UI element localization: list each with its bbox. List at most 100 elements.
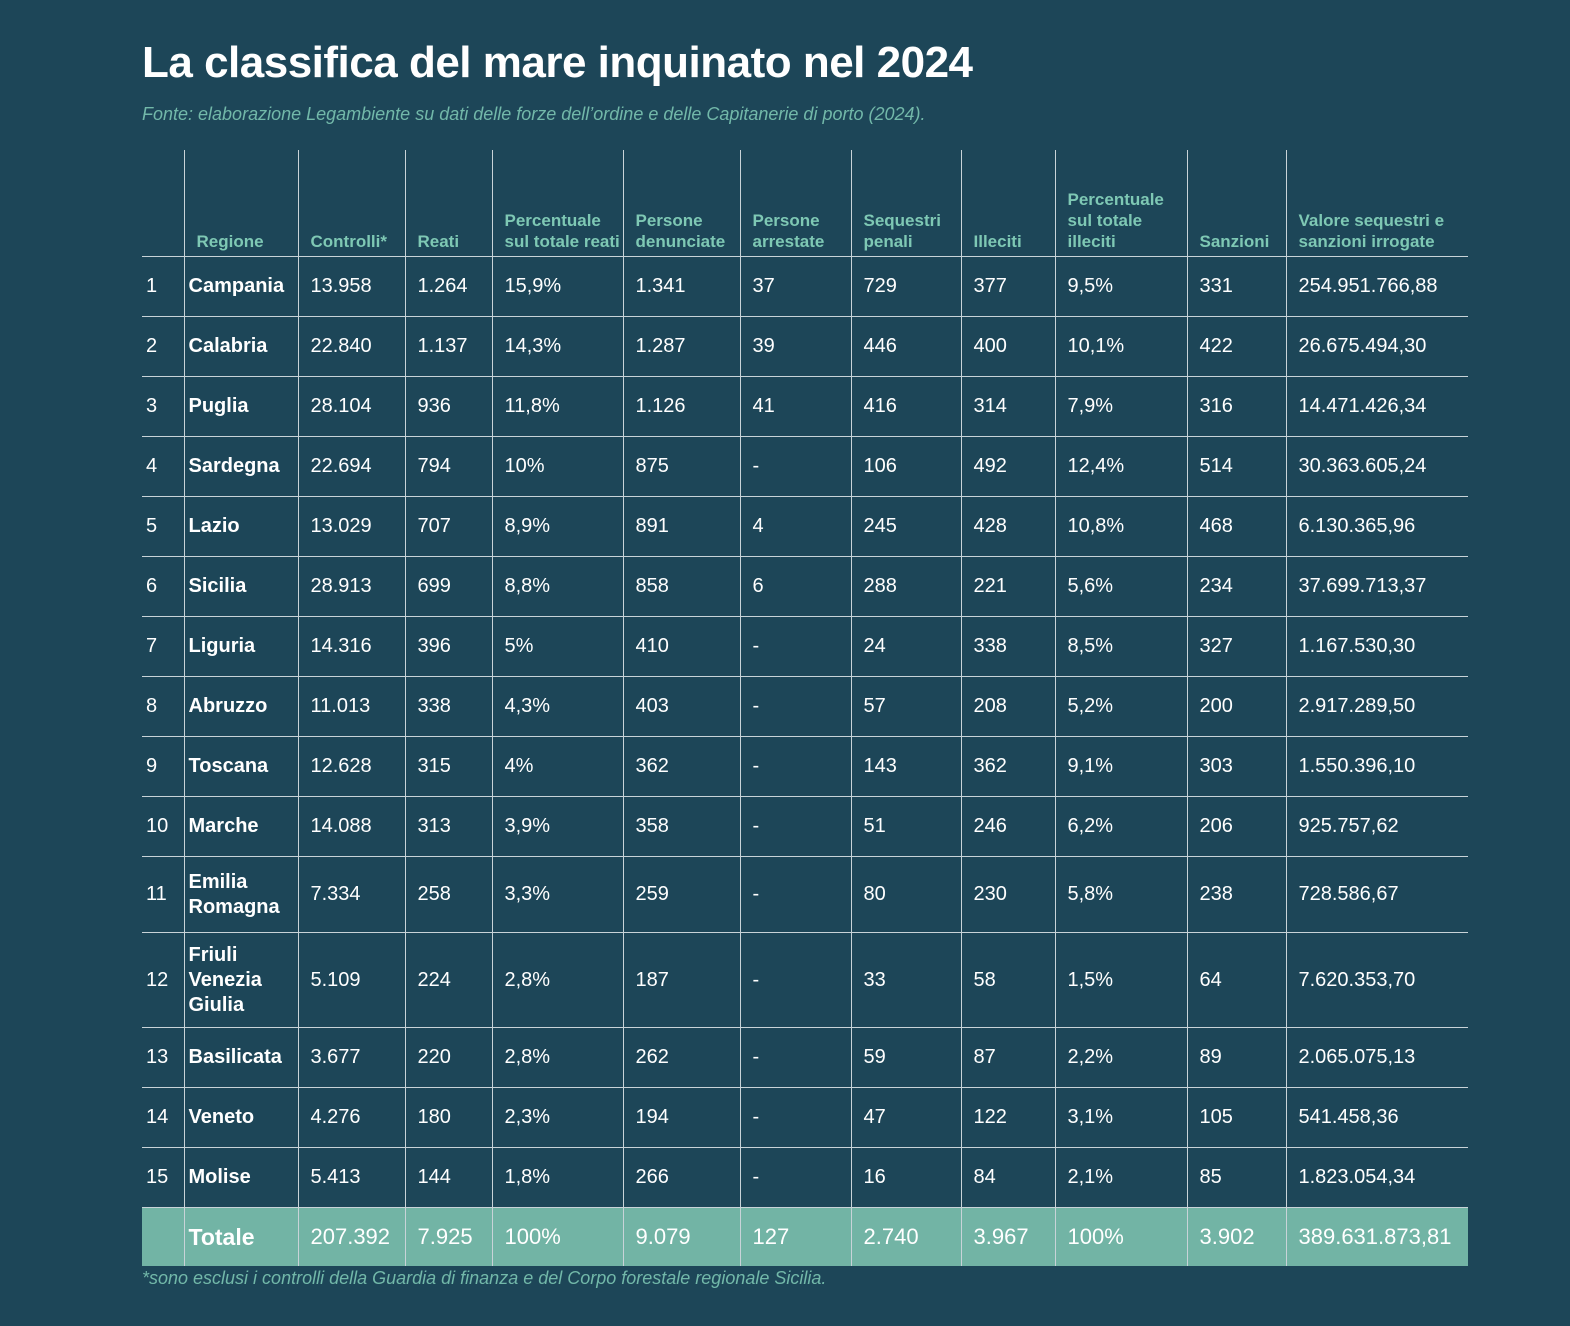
value-cell: 37 bbox=[739, 256, 851, 317]
column-header: Persone arrestate bbox=[739, 150, 851, 257]
value-cell: 14.088 bbox=[297, 796, 405, 857]
value-cell: 1.167.530,30 bbox=[1285, 616, 1468, 677]
value-cell: 9,1% bbox=[1054, 736, 1187, 797]
value-cell: 39 bbox=[739, 316, 851, 377]
table-row: 13 Basilicata 3.677 220 2,8% 262-59 87 2,2% 89 2.… bbox=[142, 1027, 1468, 1088]
value-cell: 313 bbox=[404, 796, 492, 857]
value-cell: 234 bbox=[1186, 556, 1286, 617]
value-cell: 238 bbox=[1186, 856, 1286, 933]
value-cell: 206 bbox=[1186, 796, 1286, 857]
value-cell: 80 bbox=[850, 856, 961, 933]
total-cell: 100% bbox=[1054, 1207, 1187, 1266]
value-cell: 5.413 bbox=[297, 1147, 405, 1208]
value-cell: 6,2% bbox=[1054, 796, 1187, 857]
value-cell: 13.029 bbox=[297, 496, 405, 557]
value-cell: 315 bbox=[404, 736, 492, 797]
table-row: 11 Emilia Romagna 7.334 258 3,3% 259-80 230 5,8… bbox=[142, 856, 1468, 933]
value-cell: 377 bbox=[960, 256, 1055, 317]
column-header: Percentuale sul totale illeciti bbox=[1054, 150, 1187, 257]
value-cell: 22.694 bbox=[297, 436, 405, 497]
value-cell: 1.341 bbox=[622, 256, 740, 317]
value-cell: - bbox=[739, 1147, 851, 1208]
rank-cell: 2 bbox=[142, 316, 184, 377]
value-cell: 2,1% bbox=[1054, 1147, 1187, 1208]
region-cell: Veneto bbox=[183, 1087, 298, 1148]
value-cell: 220 bbox=[404, 1027, 492, 1088]
rank-cell: 9 bbox=[142, 736, 184, 797]
value-cell: 13.958 bbox=[297, 256, 405, 317]
value-cell: 47 bbox=[850, 1087, 961, 1148]
value-cell: 258 bbox=[404, 856, 492, 933]
value-cell: 7.334 bbox=[297, 856, 405, 933]
region-cell: Campania bbox=[183, 256, 298, 317]
value-cell: 729 bbox=[850, 256, 961, 317]
value-cell: 105 bbox=[1186, 1087, 1286, 1148]
value-cell: - bbox=[739, 1087, 851, 1148]
value-cell: 8,8% bbox=[491, 556, 623, 617]
value-cell: 87 bbox=[960, 1027, 1055, 1088]
table-row: 9 Toscana 12.628 315 4% 362-143 362 9,1% 303 1.55… bbox=[142, 736, 1468, 797]
value-cell: 14,3% bbox=[491, 316, 623, 377]
value-cell: 33 bbox=[850, 932, 961, 1028]
value-cell: 400 bbox=[960, 316, 1055, 377]
value-cell: 221 bbox=[960, 556, 1055, 617]
value-cell: 707 bbox=[404, 496, 492, 557]
value-cell: 4 bbox=[739, 496, 851, 557]
value-cell: 858 bbox=[622, 556, 740, 617]
value-cell: - bbox=[739, 676, 851, 737]
table-row: 12 Friuli Venezia Giulia 5.109 224 2,8% 187-3… bbox=[142, 932, 1468, 1028]
value-cell: 358 bbox=[622, 796, 740, 857]
total-cell: 2.740 bbox=[850, 1207, 961, 1266]
rank-cell: 12 bbox=[142, 932, 184, 1028]
value-cell: - bbox=[739, 736, 851, 797]
region-cell: Marche bbox=[183, 796, 298, 857]
rank-cell: 10 bbox=[142, 796, 184, 857]
region-cell: Puglia bbox=[183, 376, 298, 437]
rank-cell: 1 bbox=[142, 256, 184, 317]
value-cell: 12,4% bbox=[1054, 436, 1187, 497]
value-cell: - bbox=[739, 1027, 851, 1088]
value-cell: 10% bbox=[491, 436, 623, 497]
value-cell: 84 bbox=[960, 1147, 1055, 1208]
value-cell: 37.699.713,37 bbox=[1285, 556, 1468, 617]
value-cell: 41 bbox=[739, 376, 851, 437]
value-cell: 728.586,67 bbox=[1285, 856, 1468, 933]
table-row: 15 Molise 5.413 144 1,8% 266-16 84 2,1% 85 1.823.… bbox=[142, 1147, 1468, 1208]
value-cell: 2,8% bbox=[491, 1027, 623, 1088]
value-cell: 7,9% bbox=[1054, 376, 1187, 437]
total-cell: 100% bbox=[491, 1207, 623, 1266]
region-cell: Basilicata bbox=[183, 1027, 298, 1088]
value-cell: 403 bbox=[622, 676, 740, 737]
table-header-row: Regione Controlli* Reati Percentuale sul to… bbox=[142, 150, 1468, 257]
region-cell: Lazio bbox=[183, 496, 298, 557]
value-cell: 122 bbox=[960, 1087, 1055, 1148]
value-cell: 794 bbox=[404, 436, 492, 497]
page-title: La classifica del mare inquinato nel 202… bbox=[142, 38, 973, 87]
value-cell: 416 bbox=[850, 376, 961, 437]
value-cell: 8,9% bbox=[491, 496, 623, 557]
value-cell: 180 bbox=[404, 1087, 492, 1148]
value-cell: 24 bbox=[850, 616, 961, 677]
value-cell: 9,5% bbox=[1054, 256, 1187, 317]
value-cell: - bbox=[739, 932, 851, 1028]
column-header: Valore sequestri e sanzioni irrogate bbox=[1285, 150, 1468, 257]
value-cell: 5.109 bbox=[297, 932, 405, 1028]
rank-cell: 3 bbox=[142, 376, 184, 437]
value-cell: 1.550.396,10 bbox=[1285, 736, 1468, 797]
value-cell: 10,1% bbox=[1054, 316, 1187, 377]
total-cell: 207.392 bbox=[297, 1207, 405, 1266]
value-cell: 85 bbox=[1186, 1147, 1286, 1208]
total-cell: 389.631.873,81 bbox=[1285, 1207, 1468, 1266]
footnote: *sono esclusi i controlli della Guardia … bbox=[142, 1268, 827, 1288]
region-cell: Sicilia bbox=[183, 556, 298, 617]
total-cell: 3.967 bbox=[960, 1207, 1055, 1266]
column-header: Reati bbox=[404, 150, 492, 257]
table-row: 4 Sardegna 22.694 794 10% 875-106 492 12,4% 514 3… bbox=[142, 436, 1468, 497]
value-cell: 89 bbox=[1186, 1027, 1286, 1088]
value-cell: 925.757,62 bbox=[1285, 796, 1468, 857]
value-cell: 1.137 bbox=[404, 316, 492, 377]
region-cell: Molise bbox=[183, 1147, 298, 1208]
value-cell: 316 bbox=[1186, 376, 1286, 437]
rank-cell: 11 bbox=[142, 856, 184, 933]
table-row: 5 Lazio 13.029 707 8,9% 891 4 245 428 10,8% 468 6.1… bbox=[142, 496, 1468, 557]
